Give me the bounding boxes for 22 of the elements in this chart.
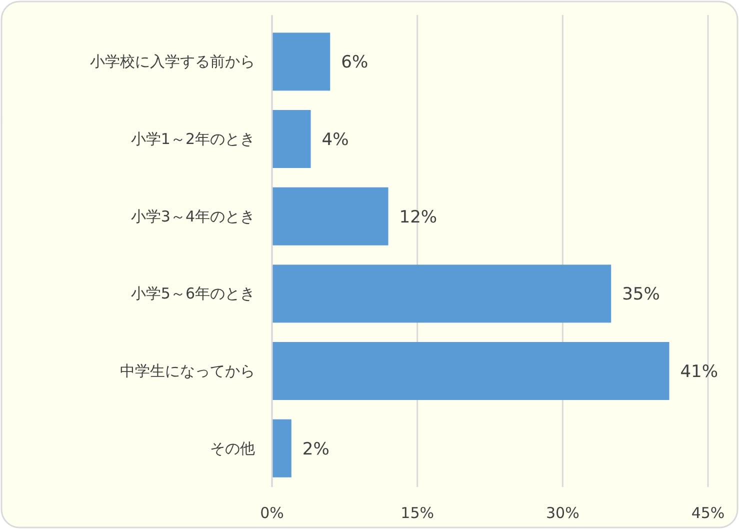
y-tick-label: 小学5～6年のとき <box>130 284 255 303</box>
y-tick-label: 中学生になってから <box>120 362 255 380</box>
y-tick-label: その他 <box>210 439 255 458</box>
bar <box>272 32 330 91</box>
x-tick-label: 15% <box>400 504 434 522</box>
bar <box>272 187 388 246</box>
data-label: 4% <box>322 130 349 150</box>
bar <box>272 264 612 323</box>
data-label: 35% <box>622 284 660 305</box>
y-tick-label: 小学校に入学する前から <box>90 52 255 71</box>
data-label: 41% <box>680 362 718 382</box>
data-label: 12% <box>399 207 438 228</box>
y-tick-label: 小学3～4年のとき <box>130 207 255 226</box>
x-tick-label: 45% <box>691 504 725 522</box>
bar <box>272 342 670 400</box>
data-label: 6% <box>341 52 368 73</box>
x-tick-label: 0% <box>260 504 284 522</box>
y-tick-label: 小学1～2年のとき <box>130 130 255 148</box>
x-tick-label: 30% <box>546 504 580 522</box>
data-label: 2% <box>302 439 330 460</box>
bar <box>272 110 311 168</box>
bar <box>272 419 292 478</box>
